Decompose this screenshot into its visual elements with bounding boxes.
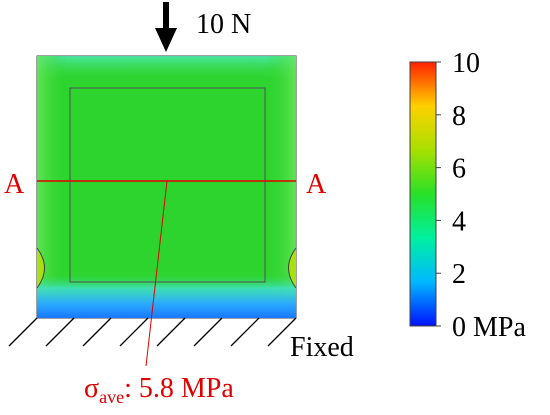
annotation-leader-line [145,180,168,367]
support-hatch [193,317,223,347]
colorbar-tick-label: 10 [452,48,480,79]
load-label: 10 N [196,9,251,40]
sigma-symbol: σ [84,373,99,404]
colorbar-tick-label: 2 [452,259,466,290]
sigma-subscript: ave [99,387,124,407]
top-contact-zone [37,56,296,82]
colorbar: 10 8 6 4 2 0 MPa [409,48,526,343]
fixed-support [8,317,297,347]
colorbar-tick-label: 8 [452,101,466,132]
support-hatch [82,317,112,347]
average-stress-annotation: σave: 5.8 MPa [84,373,234,407]
load-arrow-head [155,28,177,52]
load-arrow [155,2,177,52]
bottom-low-stress-zone [37,272,296,318]
colorbar-bar [409,61,437,327]
average-stress-value: : 5.8 MPa [124,373,234,404]
load-arrow-shaft [163,2,169,32]
support-label: Fixed [290,332,354,363]
stress-field [36,55,297,319]
inner-core-outline [69,87,266,283]
support-hatch [8,317,38,347]
colorbar-tick-label: 0 MPa [452,312,526,343]
colorbar-tick-label: 6 [452,154,466,185]
support-hatch [267,317,297,347]
section-label-left: A [4,169,25,200]
left-notch [36,247,45,289]
support-hatch [156,317,186,347]
section-label-right: A [306,169,327,200]
colorbar-tick-label: 4 [452,206,466,237]
support-hatch [119,317,149,347]
right-notch [288,247,297,289]
support-hatch [230,317,260,347]
colorbar-ticks: 10 8 6 4 2 0 MPa [436,48,526,343]
support-hatch [45,317,75,347]
